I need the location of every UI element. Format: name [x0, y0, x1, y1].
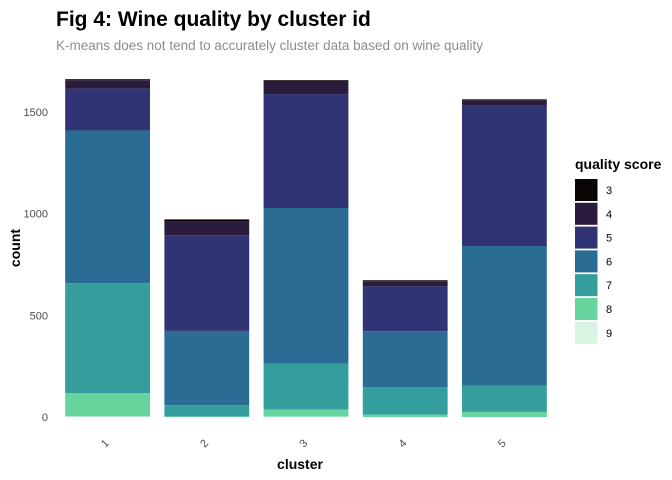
y-tick-label: 1500 [24, 107, 48, 119]
legend-swatch-4 [575, 202, 598, 225]
bar-segment-cluster-5-quality-4 [461, 100, 547, 106]
legend-label-7: 7 [606, 280, 612, 292]
x-tick-label: 3 [297, 437, 310, 450]
bar-segment-cluster-1-quality-9 [65, 416, 151, 417]
bar-segment-cluster-2-quality-4 [164, 221, 250, 236]
bar-segment-cluster-4-quality-3 [362, 280, 448, 282]
legend-label-3: 3 [606, 185, 612, 197]
bar-segment-cluster-3-quality-8 [263, 409, 349, 417]
legend-label-8: 8 [606, 304, 612, 316]
legend-swatch-5 [575, 226, 598, 249]
bar-segment-cluster-4-quality-6 [362, 331, 448, 388]
bar-segment-cluster-2-quality-5 [164, 235, 250, 331]
bar-segment-cluster-1-quality-6 [65, 130, 151, 284]
bar-segment-cluster-4-quality-8 [362, 414, 448, 417]
bar-segment-cluster-3-quality-6 [263, 208, 349, 364]
legend-swatch-6 [575, 250, 598, 273]
legend-swatch-3 [575, 179, 598, 201]
legend-swatch-9 [575, 321, 598, 344]
y-tick-label: 0 [42, 412, 48, 424]
bar-segment-cluster-5-quality-8 [461, 411, 547, 417]
y-tick-label: 1000 [24, 209, 48, 221]
bar-segment-cluster-3-quality-4 [263, 81, 349, 95]
legend-title: quality score [575, 156, 662, 172]
bar-segment-cluster-1-quality-7 [65, 283, 151, 393]
bar-segment-cluster-5-quality-5 [461, 105, 547, 247]
chart-subtitle: K-means does not tend to accurately clus… [56, 38, 483, 53]
x-tick-label: 4 [397, 437, 410, 450]
y-axis-title: count [7, 229, 23, 267]
legend-label-6: 6 [606, 256, 612, 268]
legend-label-9: 9 [606, 328, 612, 340]
legend: quality score 3 4 5 6 7 8 9 [575, 156, 662, 344]
plot-area [65, 79, 547, 417]
x-axis-ticks: 1 2 3 4 5 [99, 437, 509, 450]
bar-segment-cluster-2-quality-6 [164, 330, 250, 406]
bar-segment-cluster-2-quality-8 [164, 416, 250, 417]
bar-segment-cluster-5-quality-7 [461, 385, 547, 412]
y-tick-label: 500 [30, 310, 48, 322]
bar-segment-cluster-3-quality-5 [263, 94, 349, 209]
bar-segment-cluster-3-quality-3 [263, 80, 349, 82]
legend-swatch-7 [575, 274, 598, 297]
bar-segment-cluster-1-quality-8 [65, 392, 151, 417]
x-axis-title: cluster [277, 456, 323, 472]
legend-swatch-8 [575, 298, 598, 320]
bar-segment-cluster-4-quality-4 [362, 281, 448, 287]
y-axis-ticks: 0 500 1000 1500 [24, 107, 48, 424]
legend-items: 3 4 5 6 7 8 9 [575, 179, 612, 344]
bar-segment-cluster-1-quality-3 [65, 79, 151, 81]
bar-segment-cluster-5-quality-6 [461, 246, 547, 386]
bar-segment-cluster-2-quality-3 [164, 219, 250, 222]
bar-segment-cluster-2-quality-7 [164, 405, 250, 417]
legend-label-5: 5 [606, 233, 612, 245]
bar-segment-cluster-5-quality-3 [461, 99, 547, 101]
bar-segment-cluster-1-quality-5 [65, 88, 151, 131]
x-tick-label: 5 [496, 437, 509, 450]
bar-segment-cluster-3-quality-7 [263, 363, 349, 410]
legend-label-4: 4 [606, 209, 612, 221]
bar-segment-cluster-4-quality-5 [362, 286, 448, 332]
x-tick-label: 1 [99, 437, 112, 450]
chart-title: Fig 4: Wine quality by cluster id [56, 8, 371, 31]
x-tick-label: 2 [198, 437, 211, 450]
bar-segment-cluster-1-quality-4 [65, 80, 151, 89]
bar-segment-cluster-4-quality-7 [362, 387, 448, 415]
